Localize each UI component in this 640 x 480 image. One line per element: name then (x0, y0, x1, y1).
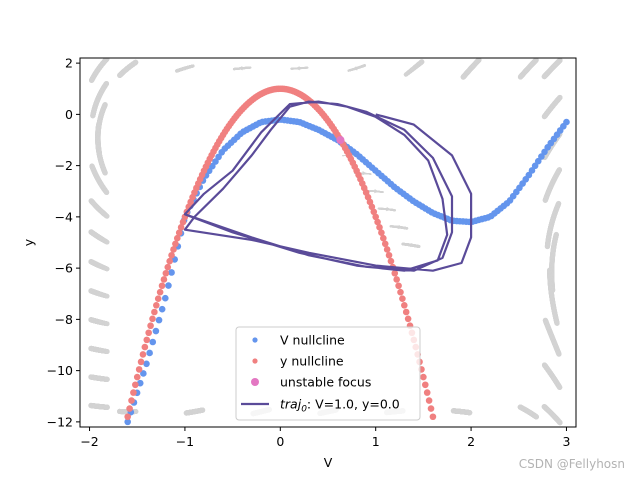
streamline-arrow (548, 186, 553, 192)
streamline-arrow (551, 306, 556, 312)
plot-area (79, 57, 577, 428)
streamline-arrow (548, 228, 553, 234)
streamline-arrow (94, 100, 100, 106)
streamline-arrow (98, 208, 104, 213)
streamline-arrow (98, 182, 103, 188)
streamlines (88, 58, 563, 426)
streamline-arrow (548, 106, 553, 112)
streamline-arrow (98, 319, 104, 325)
streamline-arrow (551, 340, 556, 346)
streamline-arrow (295, 66, 300, 71)
streamline-arrow (98, 235, 104, 240)
streamline-arrow (98, 291, 104, 296)
streamline-arrow (180, 66, 186, 71)
streamline-arrow (548, 67, 553, 73)
streamline-arrow (123, 67, 129, 72)
streamline-arrow (98, 376, 104, 381)
streamline-arrow (551, 413, 557, 419)
streamline-arrow (98, 404, 104, 409)
streamline-arrow (98, 263, 104, 268)
streamline-arrow (95, 69, 100, 75)
streamline-arrow (98, 159, 103, 165)
streamline-arrow (98, 347, 104, 353)
streamline-arrow (352, 66, 358, 71)
streamline-arrow (551, 376, 557, 382)
streamline-arrow (237, 66, 243, 71)
